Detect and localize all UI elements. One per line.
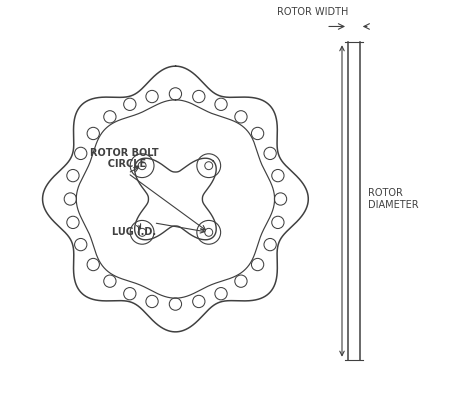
Text: ROTOR
DIAMETER: ROTOR DIAMETER (368, 188, 418, 210)
Text: ROTOR WIDTH: ROTOR WIDTH (277, 6, 348, 17)
Text: ROTOR BOLT
  CIRCLE: ROTOR BOLT CIRCLE (90, 148, 158, 169)
Text: LUG I.D.: LUG I.D. (112, 227, 156, 237)
